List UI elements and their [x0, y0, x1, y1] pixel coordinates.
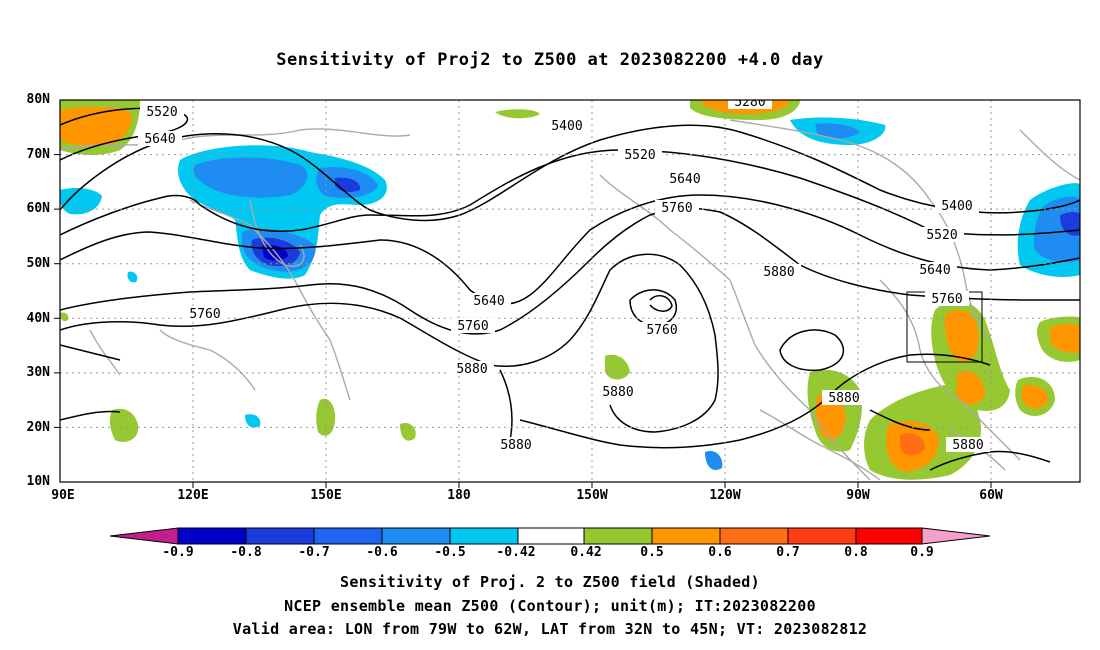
- colorbar-label: 0.8: [844, 545, 868, 560]
- lon-label: 180: [447, 488, 471, 503]
- colorbar-label: -0.6: [366, 545, 398, 560]
- contour-label: 5400: [941, 199, 972, 214]
- colorbar-swatch: [855, 527, 923, 545]
- contour-label: 5880: [952, 438, 983, 453]
- contour-label: 5760: [646, 323, 677, 338]
- contour-label: 5640: [669, 172, 700, 187]
- colorbar-swatch: [177, 527, 247, 545]
- contour-label: 5760: [189, 307, 220, 322]
- colorbar-label: 0.5: [640, 545, 664, 560]
- lon-label: 90W: [846, 488, 870, 503]
- colorbar-swatch: [245, 527, 315, 545]
- lat-label: 60N: [26, 201, 50, 216]
- lat-label: 30N: [26, 365, 50, 380]
- colorbar-swatch: [719, 527, 789, 545]
- colorbar-swatch: [787, 527, 857, 545]
- lon-label: 150E: [310, 488, 342, 503]
- colorbar-swatch: [517, 527, 585, 545]
- contour-label: 5280: [734, 95, 765, 110]
- colorbar-label: -0.7: [298, 545, 330, 560]
- colorbar-lower-extension: [109, 527, 179, 545]
- lon-label: 120E: [177, 488, 209, 503]
- contour-label: 5880: [763, 265, 794, 280]
- colorbar-label: -0.8: [230, 545, 262, 560]
- lon-label: 150W: [576, 488, 608, 503]
- contour-label: 5880: [828, 391, 859, 406]
- colorbar-upper-extension: [921, 527, 991, 545]
- sensitivity-shading: [60, 100, 1080, 480]
- contour-labels: 5520 5640 5280 5400 5520 5640 5760 5880 …: [138, 95, 990, 453]
- contour-label: 5760: [457, 319, 488, 334]
- contour-label: 5760: [931, 292, 962, 307]
- colorbar-label: -0.9: [162, 545, 194, 560]
- contour-label: 5880: [456, 362, 487, 377]
- contour-label: 5400: [551, 119, 582, 134]
- colorbar: [109, 527, 991, 545]
- contour-label: 5520: [146, 105, 177, 120]
- lon-label: 90E: [51, 488, 75, 503]
- lat-label: 50N: [26, 256, 50, 271]
- caption-line-2: NCEP ensemble mean Z500 (Contour); unit(…: [284, 597, 816, 615]
- colorbar-swatch: [583, 527, 653, 545]
- colorbar-label: 0.9: [910, 545, 934, 560]
- lat-label: 70N: [26, 147, 50, 162]
- plot-title: Sensitivity of Proj2 to Z500 at 20230822…: [276, 50, 824, 70]
- lat-label: 20N: [26, 420, 50, 435]
- colorbar-swatch: [449, 527, 519, 545]
- colorbar-label: -0.42: [496, 545, 536, 560]
- gridlines: [60, 100, 1080, 482]
- contour-label: 5520: [624, 148, 655, 163]
- caption-line-3: Valid area: LON from 79W to 62W, LAT fro…: [232, 620, 868, 638]
- lon-label: 120W: [709, 488, 741, 503]
- contour-label: 5520: [926, 228, 957, 243]
- contour-label: 5880: [602, 385, 633, 400]
- colorbar-label: -0.5: [434, 545, 466, 560]
- colorbar-label: 0.42: [570, 545, 602, 560]
- contour-label: 5640: [919, 263, 950, 278]
- lon-label: 60W: [979, 488, 1003, 503]
- z500-contours: [60, 107, 1080, 471]
- lat-label: 10N: [26, 474, 50, 489]
- colorbar-swatch: [651, 527, 721, 545]
- lat-label: 80N: [26, 92, 50, 107]
- contour-label: 5760: [661, 201, 692, 216]
- colorbar-label: 0.7: [776, 545, 800, 560]
- colorbar-label: 0.6: [708, 545, 732, 560]
- caption-line-1: Sensitivity of Proj. 2 to Z500 field (Sh…: [340, 573, 760, 591]
- lat-label: 40N: [26, 311, 50, 326]
- contour-label: 5640: [144, 132, 175, 147]
- colorbar-swatch: [313, 527, 383, 545]
- colorbar-swatch: [381, 527, 451, 545]
- contour-label: 5880: [500, 438, 531, 453]
- contour-label: 5640: [473, 294, 504, 309]
- map-frame: [59, 99, 1081, 483]
